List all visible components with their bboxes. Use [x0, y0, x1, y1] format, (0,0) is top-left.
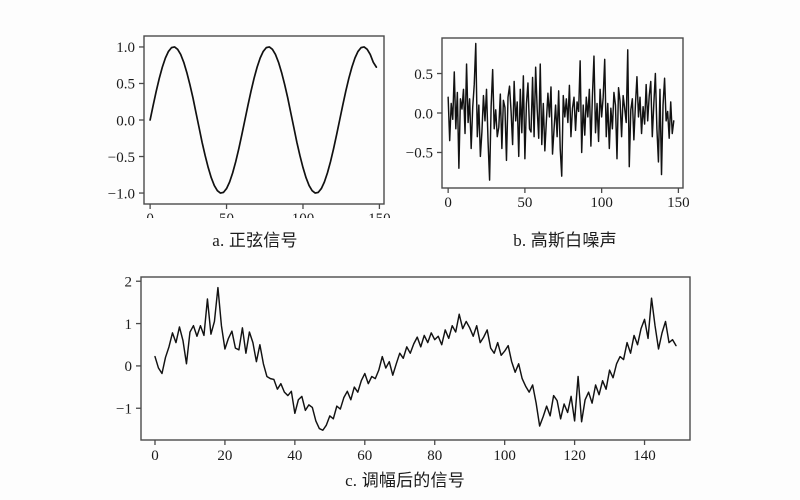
sine-signal-plot: 0 50 100 150 −1.0 −0.5 0.0 0.5 1.0 [108, 35, 391, 218]
gaussian-noise-plot: 0 50 100 150 −0.5 0.0 0.5 [406, 37, 690, 211]
x-tick-label: 50 [517, 195, 532, 211]
x-tick-label: 140 [633, 448, 656, 463]
x-tick-label: 100 [493, 448, 516, 463]
x-tick-label: 40 [287, 448, 302, 463]
modulated-signal-plot: 0 20 40 60 80 100 120 140 −1 0 1 2 [116, 274, 691, 463]
y-tick-label: −1.0 [108, 186, 135, 202]
y-tick-label: 2 [125, 274, 133, 290]
modulated-plot-frame [140, 276, 691, 441]
noise-series-line [447, 42, 675, 181]
x-tick-label: 60 [357, 448, 372, 463]
panel-modulated-signal: 0 20 40 60 80 100 120 140 −1 0 1 2 [105, 268, 705, 463]
caption-panel-a: a. 正弦信号 [212, 231, 298, 250]
x-tick-label: 0 [146, 211, 154, 218]
y-tick-label: 0.5 [116, 77, 135, 93]
caption-panel-c: c. 调幅后的信号 [345, 471, 465, 490]
x-tick-label: 80 [427, 448, 442, 463]
x-tick-label: 150 [368, 211, 391, 218]
y-tick-label: 1.0 [116, 40, 135, 56]
x-tick-label: 0 [151, 448, 159, 463]
modulated-axis-tick-labels: 0 20 40 60 80 100 120 140 −1 0 1 2 [116, 274, 656, 463]
panel-gaussian-noise: 0 50 100 150 −0.5 0.0 0.5 [400, 28, 700, 213]
x-tick-label: 100 [590, 195, 613, 211]
y-tick-label: 1 [125, 317, 133, 333]
sine-plot-frame [143, 35, 385, 205]
noise-tick-marks [437, 72, 680, 193]
modulated-series-line [154, 286, 677, 431]
y-tick-label: 0.0 [116, 113, 135, 129]
x-tick-label: 20 [217, 448, 232, 463]
y-tick-label: −0.5 [406, 146, 433, 162]
y-tick-label: −1 [116, 401, 132, 417]
sine-series-line [149, 46, 378, 194]
y-tick-label: 0 [125, 359, 133, 375]
x-tick-label: 150 [667, 195, 690, 211]
caption-panel-b: b. 高斯白噪声 [513, 231, 617, 250]
panel-sine-signal: 0 50 100 150 −1.0 −0.5 0.0 0.5 1.0 [100, 28, 400, 218]
noise-plot-frame [441, 37, 684, 189]
x-tick-label: 100 [292, 211, 315, 218]
y-tick-label: 0.5 [414, 67, 433, 83]
y-tick-label: −0.5 [108, 150, 135, 166]
y-tick-label: 0.0 [414, 106, 433, 122]
noise-axis-tick-labels: 0 50 100 150 −0.5 0.0 0.5 [406, 67, 690, 211]
sine-tick-marks [139, 46, 381, 209]
x-tick-label: 50 [219, 211, 234, 218]
x-tick-label: 0 [444, 195, 452, 211]
x-tick-label: 120 [563, 448, 586, 463]
modulated-tick-marks [136, 280, 646, 445]
sine-axis-tick-labels: 0 50 100 150 −1.0 −0.5 0.0 0.5 1.0 [108, 40, 391, 218]
